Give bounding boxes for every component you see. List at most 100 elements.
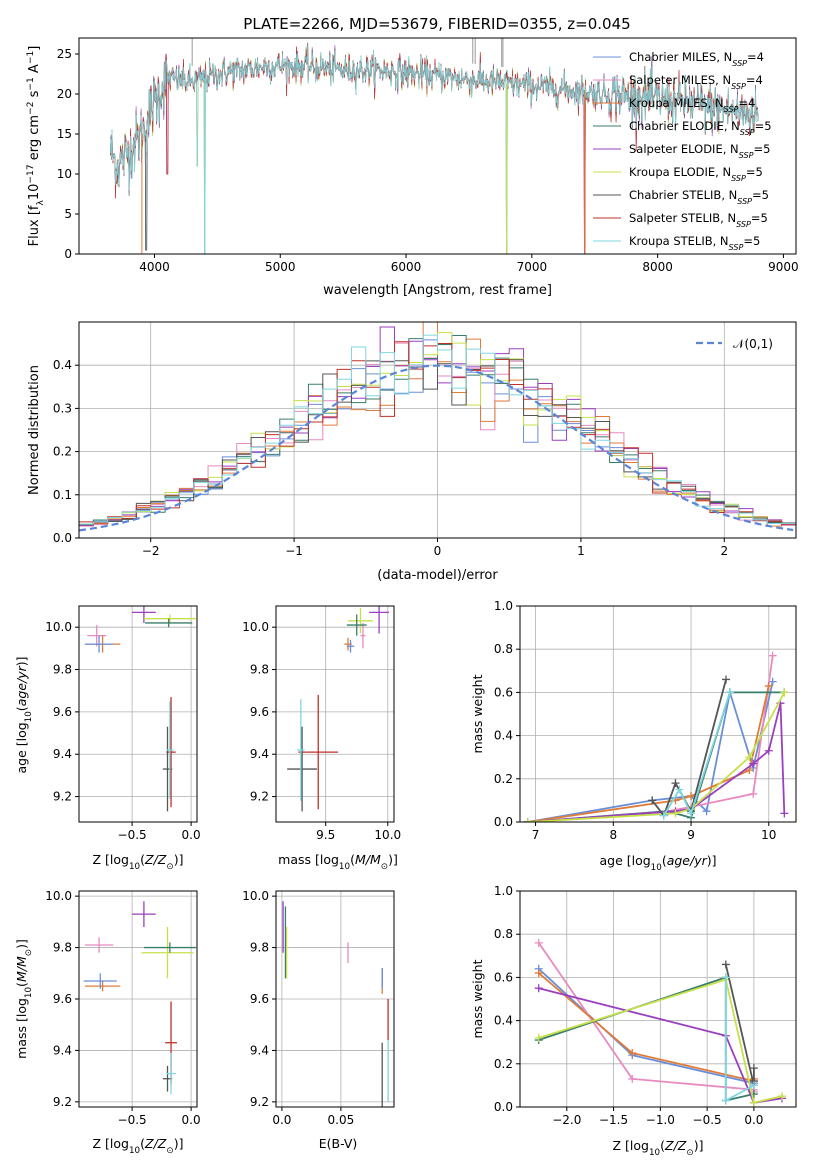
label-part: )] xyxy=(694,1138,704,1153)
label-part: SSP xyxy=(724,105,739,114)
histogram-step xyxy=(79,359,796,526)
legend: Chabrier MILES, NSSP=4 Salpeter MILES, N S… xyxy=(593,50,772,252)
x-tick-label: 0.0 xyxy=(182,1113,201,1127)
y-tick-label: 9.2 xyxy=(53,790,72,804)
data-marker xyxy=(648,796,657,805)
y-axis-label: Normed distribution xyxy=(27,365,42,495)
label-part: ⊙ xyxy=(24,949,34,956)
plot-area xyxy=(79,322,796,532)
y-axis-label: mass weight xyxy=(470,674,485,753)
label-part: ( xyxy=(140,1136,145,1151)
y-axis-label: mass weight xyxy=(470,959,485,1038)
label-part: SSP xyxy=(729,243,744,252)
label-part: =4 xyxy=(746,73,763,87)
plot-area xyxy=(84,606,196,812)
data-marker xyxy=(764,681,773,690)
label-part: Kroupa MILES, N xyxy=(629,96,724,110)
y-tick-label: 10.0 xyxy=(242,889,269,903)
x-tick-label: 0 xyxy=(434,544,442,558)
x-axis-label: Z [log10(Z/Z⊙)] xyxy=(93,1136,184,1156)
x-tick-label: −1.5 xyxy=(599,1113,628,1127)
legend-entry: Salpeter ELODIE, NSSP=5 xyxy=(629,142,770,160)
y-tick-label: 10 xyxy=(57,167,72,181)
mass-weight-line xyxy=(651,679,727,818)
data-marker xyxy=(534,938,543,947)
label-part: Chabrier STELIB, N xyxy=(629,188,737,202)
age_vs_mass-panel: 9.5 10.0 9.2 9.4 9.6 9.8 10.0 mass [log10(M/M⊙)… xyxy=(242,605,401,872)
axes-frame xyxy=(78,321,797,539)
label-part: age/yr xyxy=(14,665,29,706)
data-marker xyxy=(534,1033,543,1042)
x-tick-label: 6000 xyxy=(391,260,422,274)
x-axis-label: mass [log10(M/M⊙)] xyxy=(278,852,398,872)
y-tick-label: 20 xyxy=(57,87,72,101)
x-tick-label: 4000 xyxy=(139,260,170,274)
data-marker xyxy=(764,746,773,755)
data-marker xyxy=(721,1096,730,1105)
label-part: erg cm xyxy=(27,115,42,164)
label-part: SSP xyxy=(739,151,754,160)
label-part: Z/Z xyxy=(664,1138,687,1153)
data-marker xyxy=(628,1074,637,1083)
x-tick-label: 8 xyxy=(609,828,617,842)
label-part: −1 xyxy=(26,51,36,64)
y-axis-label: age [log10(age/yr)] xyxy=(14,656,34,773)
x-tick-label: 10 xyxy=(761,828,776,842)
label-part: ⊙ xyxy=(686,1148,693,1158)
data-marker xyxy=(702,807,711,816)
label-part: s xyxy=(27,90,42,101)
plot-area xyxy=(534,938,786,1107)
label-part: )] xyxy=(174,1136,184,1151)
data-marker xyxy=(749,1064,758,1073)
y-tick-label: 9.6 xyxy=(53,705,72,719)
y-tick-label: 0 xyxy=(64,247,72,261)
mass-weight-line xyxy=(538,978,783,1104)
label-part: ( xyxy=(662,853,667,868)
y-tick-label: 9.8 xyxy=(53,663,72,677)
y-tick-label: 1.0 xyxy=(494,884,513,898)
label-part: Salpeter MILES, N xyxy=(629,73,731,87)
label-part: =5 xyxy=(746,165,763,179)
label-part: λ xyxy=(36,200,46,206)
label-part: =4 xyxy=(738,96,755,110)
label-part: )] xyxy=(14,656,29,666)
x-tick-label: 2 xyxy=(720,544,728,558)
y-tick-label: 1.0 xyxy=(494,599,513,613)
label-part: −1 xyxy=(26,77,36,90)
label-part: mass [log xyxy=(278,852,339,867)
label-part: =5 xyxy=(752,188,769,202)
plot-area xyxy=(83,901,196,1095)
label-part: M/M xyxy=(14,956,29,982)
x-tick-label: 1 xyxy=(577,544,585,558)
label-part: =5 xyxy=(755,119,772,133)
label-part: mass [log xyxy=(14,998,29,1059)
label-part: 10 xyxy=(27,184,42,201)
label-part: −17 xyxy=(26,164,36,183)
data-marker xyxy=(671,809,680,818)
label-part: 10 xyxy=(651,863,662,873)
legend-entry: Chabrier MILES, NSSP=4 xyxy=(629,50,764,68)
x-axis-label: E(B-V) xyxy=(319,1136,358,1151)
x-tick-label: 0.05 xyxy=(328,1113,355,1127)
label-part: ( xyxy=(140,852,145,867)
label-part: )] xyxy=(707,853,717,868)
data-marker xyxy=(777,1092,786,1101)
legend-entry: Kroupa STELIB, NSSP=5 xyxy=(629,234,760,252)
y-tick-label: 15 xyxy=(57,127,72,141)
label-part: ] xyxy=(27,46,42,51)
x-tick-label: −0.5 xyxy=(693,1113,722,1127)
y-axis-label: mass [log10(M/M⊙)] xyxy=(14,939,34,1059)
label-part: SSP xyxy=(731,174,746,183)
data-marker xyxy=(671,779,680,788)
label-part: 10 xyxy=(649,1148,660,1158)
data-marker xyxy=(768,677,777,686)
label-part: Z [log xyxy=(613,1138,649,1153)
y-tick-label: 0.4 xyxy=(494,1014,513,1028)
y-tick-label: 0.0 xyxy=(53,531,72,545)
y-tick-label: 9.8 xyxy=(53,941,72,955)
x-axis-label: (data-model)/error xyxy=(377,568,498,583)
spectrum-line xyxy=(110,45,759,254)
label-part: 10 xyxy=(24,711,34,722)
label-part: ( xyxy=(660,1138,665,1153)
data-marker xyxy=(721,960,730,969)
